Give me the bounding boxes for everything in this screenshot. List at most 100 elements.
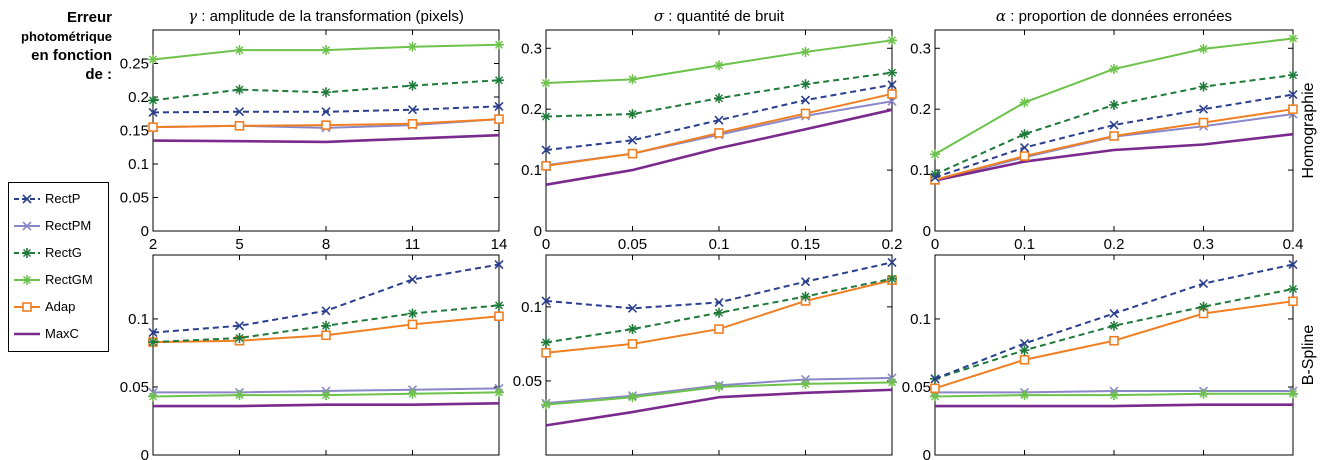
marker-square — [494, 114, 504, 124]
series-MaxC — [545, 108, 893, 186]
series-RectGM — [930, 388, 1298, 402]
x-tick-label: 0.15 — [791, 236, 820, 253]
marker-x — [1198, 104, 1209, 114]
y-tick-label: 0.3 — [910, 40, 931, 57]
title-text: : proportion de données erronées — [1006, 8, 1232, 25]
series-RectG — [541, 273, 897, 348]
series-Adap — [541, 89, 897, 171]
marker-x — [800, 95, 811, 105]
legend-swatch — [14, 194, 40, 204]
marker-star — [1020, 346, 1029, 355]
marker-square — [407, 119, 418, 129]
marker-square — [1288, 296, 1298, 307]
marker-star — [888, 378, 896, 387]
legend-item-RectP: RectP — [13, 189, 109, 209]
y-tick-label: 0.05 — [120, 379, 149, 396]
series-RectG — [930, 284, 1298, 384]
plot-frame — [545, 254, 893, 456]
chart-panel-3: 0 0.1 0.2 0.3 0 0.1 0.2 0.3 0.4 α : proportion de… — [910, 7, 1317, 253]
y-tick-label: 0.3 — [521, 40, 542, 57]
marker-star — [149, 55, 157, 64]
marker-star — [149, 96, 157, 105]
marker-square — [321, 120, 331, 130]
series-MaxC — [934, 132, 1294, 182]
title-text: : quantité de bruit — [664, 8, 785, 25]
x-tick-label: 0.2 — [882, 236, 903, 253]
chart-panel-5: 0.05 0.1 — [513, 254, 897, 456]
series-line-MaxC — [545, 388, 893, 427]
series-MaxC — [935, 403, 1293, 408]
marker-star — [235, 333, 244, 342]
y-tick-label: 0.25 — [120, 56, 149, 73]
marker-square — [321, 330, 331, 341]
marker-x — [22, 194, 32, 204]
marker-star — [1020, 98, 1029, 107]
marker-square — [541, 161, 551, 171]
plot-frame — [152, 254, 500, 456]
marker-star — [542, 400, 550, 409]
series-line-MaxC — [152, 133, 500, 144]
marker-star — [1199, 82, 1208, 91]
x-tick-label: 0 — [542, 236, 550, 253]
legend-label: RectP — [45, 191, 81, 206]
marker-x — [800, 277, 811, 287]
marker-star — [23, 276, 31, 284]
marker-star — [495, 388, 503, 397]
marker-square — [714, 324, 724, 334]
x-tick-label: 0.2 — [1104, 236, 1125, 253]
marker-x — [234, 321, 245, 331]
marker-star — [715, 308, 723, 317]
marker-star — [888, 68, 896, 77]
x-tick-label: 0.3 — [1193, 236, 1214, 253]
marker-star — [628, 325, 637, 334]
chart-title: γ : amplitude de la transformation (pixe… — [188, 7, 464, 25]
y-tick-label: 0.1 — [521, 162, 542, 179]
series-RectP — [930, 259, 1298, 384]
marker-star — [1110, 64, 1118, 73]
marker-star — [888, 274, 896, 283]
y-axis-side-title: Erreur photométrique en fonction de : — [0, 8, 112, 84]
side-title-line4: de : — [85, 66, 112, 83]
marker-star — [801, 292, 810, 301]
chart-panel-6: 0 0.05 0.1 B-Spline — [902, 254, 1317, 460]
title-text: : amplitude de la transformation (pixels… — [197, 8, 464, 25]
marker-x — [627, 135, 638, 145]
series-RectG — [148, 75, 504, 106]
marker-x — [1288, 89, 1298, 100]
y-tick-label: 0.15 — [120, 123, 149, 140]
x-tick-label: 0 — [931, 236, 939, 253]
marker-star — [235, 46, 244, 55]
marker-star — [715, 94, 723, 103]
marker-star — [408, 309, 417, 318]
y-tick-label: 0 — [141, 447, 149, 460]
marker-x — [541, 296, 551, 306]
marker-star — [322, 391, 330, 400]
marker-square — [494, 311, 504, 322]
x-tick-label: 2 — [149, 236, 157, 253]
series-RectGM — [148, 387, 504, 402]
marker-x — [930, 374, 940, 384]
marker-star — [1110, 321, 1118, 330]
series-RectP — [148, 101, 504, 117]
y-tick-label: 0.1 — [521, 299, 542, 316]
marker-star — [1110, 391, 1118, 400]
marker-square — [541, 347, 551, 358]
marker-square — [1109, 335, 1119, 346]
title-symbol: γ — [188, 7, 197, 25]
marker-star — [408, 389, 417, 398]
marker-x — [22, 221, 32, 231]
marker-star — [801, 379, 810, 388]
y-tick-label: 0.2 — [128, 89, 149, 106]
series-MaxC — [152, 133, 500, 144]
row-label: Homographie — [1300, 82, 1317, 178]
marker-x — [1109, 120, 1119, 130]
series-RectPM — [930, 109, 1298, 186]
legend-swatch — [14, 275, 40, 285]
series-line-RectP — [934, 93, 1294, 179]
marker-square — [148, 122, 158, 132]
y-tick-label: 0 — [923, 223, 931, 240]
row-label: B-Spline — [1300, 325, 1317, 386]
chart-panel-2: 0 0.1 0.2 0.3 0 0.05 0.1 0.15 0.2 σ : quantité de… — [521, 7, 902, 253]
series-line-RectG — [934, 288, 1294, 380]
marker-star — [495, 76, 503, 85]
